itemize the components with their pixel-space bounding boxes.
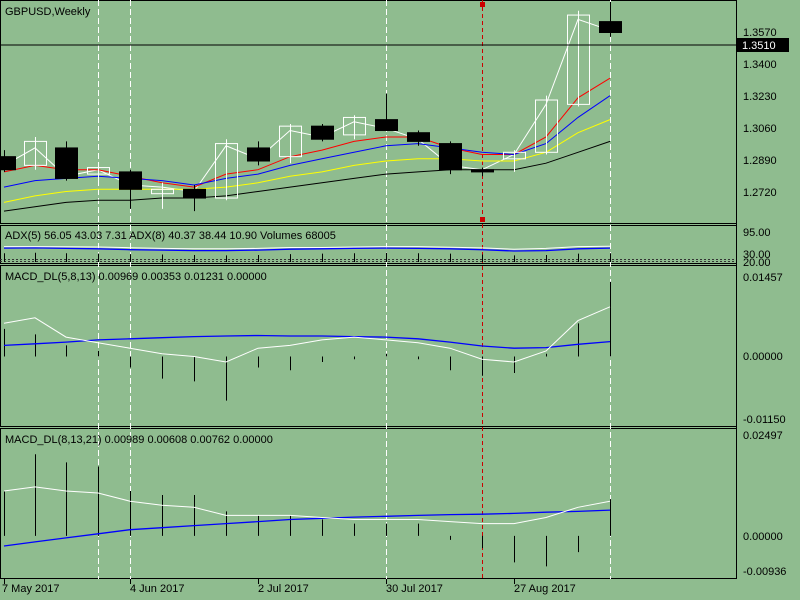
candle xyxy=(151,182,174,209)
macd1-tick-label: 0.01457 xyxy=(743,272,783,284)
candle xyxy=(87,165,110,181)
adx-title: ADX(5) 56.05 43.03 7.31 ADX(8) 40.37 38.… xyxy=(5,230,336,242)
candle-body-bear xyxy=(311,125,334,140)
selected-bar-marker-top xyxy=(480,2,485,7)
price-tick-label: 1.3060 xyxy=(743,123,777,135)
candle xyxy=(24,137,47,170)
time-axis: 7 May 2017 4 Jun 2017 2 Jul 2017 30 Jul … xyxy=(2,579,576,595)
candle-body-bull xyxy=(24,140,47,166)
candle-body-bear xyxy=(0,156,16,171)
ma1-line xyxy=(3,18,611,193)
adx-line xyxy=(3,247,611,252)
candle-body-bull xyxy=(343,116,366,136)
candle-body-bull xyxy=(567,14,590,105)
candlesticks[interactable] xyxy=(0,2,622,212)
candle xyxy=(247,141,270,166)
time-tick-label: 7 May 2017 xyxy=(2,583,59,595)
candle xyxy=(215,139,238,201)
candle xyxy=(55,141,78,181)
candle xyxy=(439,141,462,175)
candle-body-bull xyxy=(535,99,558,153)
candle-body-bull xyxy=(503,151,526,160)
macd1-tick-label: -0.01150 xyxy=(743,414,786,426)
candle-body-bear xyxy=(119,171,142,190)
candle-body-bear xyxy=(407,132,430,142)
main-line xyxy=(3,486,611,525)
macd2-tick-label: 0.02497 xyxy=(743,430,783,442)
candle-body-bull xyxy=(279,125,302,158)
price-axis: 1.3570 1.3400 1.3230 1.3060 1.2890 1.272… xyxy=(743,27,777,199)
selected-bar-marker-bottom xyxy=(480,217,485,222)
adx-tick-label: 20.00 xyxy=(743,257,771,269)
di-line xyxy=(4,245,611,250)
candle-body-bear xyxy=(439,143,462,171)
candle xyxy=(471,167,494,177)
candle xyxy=(599,2,622,37)
candle xyxy=(375,93,398,132)
candle-body-bear xyxy=(599,21,622,33)
candle xyxy=(279,123,302,164)
candle xyxy=(407,130,430,146)
macd2-indicator xyxy=(3,454,611,567)
time-tick-label: 2 Jul 2017 xyxy=(258,583,309,595)
macd1-title: MACD_DL(5,8,13) 0.00969 0.00353 0.01231 … xyxy=(5,271,267,283)
moving-average-lines xyxy=(3,18,611,212)
price-tick-label: 1.3400 xyxy=(743,59,777,71)
candle-body-bear xyxy=(471,169,494,173)
time-tick-label: 30 Jul 2017 xyxy=(386,583,443,595)
macd2-tick-label: 0.00000 xyxy=(743,531,783,543)
candle-body-bear xyxy=(55,147,78,179)
ma3-line xyxy=(3,95,611,188)
price-tick-label: 1.2720 xyxy=(743,187,777,199)
macd2-tick-label: -0.00936 xyxy=(743,566,786,578)
macd1-tick-label: 0.00000 xyxy=(743,351,783,363)
candle-body-bull xyxy=(87,167,110,175)
adx-indicator xyxy=(0,245,736,262)
symbol-title: GBPUSD,Weekly xyxy=(5,6,91,18)
candle-body-bull xyxy=(215,143,238,199)
time-tick-label: 27 Aug 2017 xyxy=(514,583,576,595)
adx-tick-label: 95.00 xyxy=(743,227,771,239)
candle xyxy=(503,150,526,172)
candle xyxy=(343,115,366,140)
candle xyxy=(183,184,206,212)
signal-line xyxy=(3,509,611,547)
candle-body-bear xyxy=(375,119,398,132)
macd2-title: MACD_DL(8,13,21) 0.00989 0.00608 0.00762… xyxy=(5,434,273,446)
macd1-indicator xyxy=(3,281,611,401)
candle xyxy=(535,95,558,155)
price-tick-label: 1.3570 xyxy=(743,27,777,39)
candle xyxy=(119,169,142,209)
candle xyxy=(0,150,16,172)
main-line xyxy=(3,306,611,363)
ma4-line xyxy=(3,119,611,203)
price-tick-label: 1.2890 xyxy=(743,155,777,167)
price-tick-label: 1.3230 xyxy=(743,91,777,103)
candle-body-bear xyxy=(247,147,270,162)
current-price-tag xyxy=(737,38,789,52)
time-tick-label: 4 Jun 2017 xyxy=(130,583,184,595)
current-price-label: 1.3510 xyxy=(742,40,776,52)
signal-line xyxy=(3,334,611,349)
ma5-line xyxy=(3,140,611,212)
candle-body-bear xyxy=(183,188,206,199)
candle xyxy=(567,10,590,107)
candle xyxy=(311,123,334,142)
adx-tick-label: 30.00 xyxy=(743,249,771,261)
candle-body-bull xyxy=(151,188,174,195)
